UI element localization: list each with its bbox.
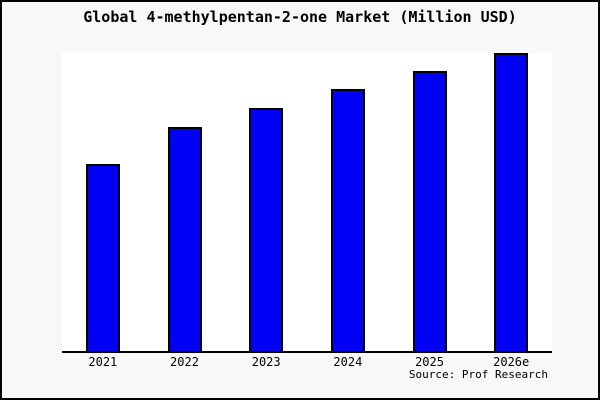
bar-slot (389, 53, 471, 351)
bar-2026e (494, 53, 529, 351)
x-tick-label: 2022 (170, 355, 199, 369)
x-tick-label: 2021 (88, 355, 118, 369)
bar-slot (470, 53, 552, 351)
bar-2022 (167, 126, 202, 351)
source-note: Source: Prof Research (408, 368, 548, 381)
bar-slot (144, 53, 226, 351)
plot-area (62, 53, 552, 353)
bar-2025 (412, 71, 447, 351)
x-tick-label: 2023 (251, 355, 281, 369)
bar-2021 (85, 163, 120, 351)
bar-2024 (330, 89, 365, 351)
bar-slot (307, 53, 389, 351)
bar-2023 (249, 108, 284, 351)
x-axis-labels: 2021 2022 2023 2024 2025 2026e (62, 355, 552, 369)
bar-slot (62, 53, 144, 351)
x-tick-label: 2026e (493, 355, 530, 369)
x-tick-label: 2025 (415, 355, 444, 369)
x-tick-label: 2024 (333, 355, 363, 369)
chart-title: Global 4-methylpentan-2-one Market (Mill… (83, 8, 517, 26)
bar-slot (225, 53, 307, 351)
